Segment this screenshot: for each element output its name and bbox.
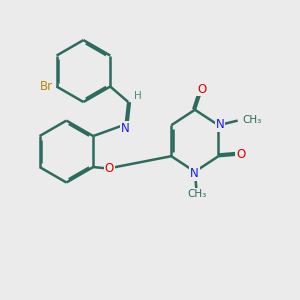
Text: O: O (197, 82, 207, 95)
Text: O: O (105, 162, 114, 175)
Text: Br: Br (40, 80, 53, 93)
Text: H: H (134, 92, 141, 101)
Text: N: N (122, 122, 130, 135)
Text: CH₃: CH₃ (188, 189, 207, 199)
Text: O: O (236, 148, 245, 160)
Text: CH₃: CH₃ (242, 115, 262, 125)
Text: N: N (190, 167, 199, 180)
Text: N: N (216, 118, 224, 131)
